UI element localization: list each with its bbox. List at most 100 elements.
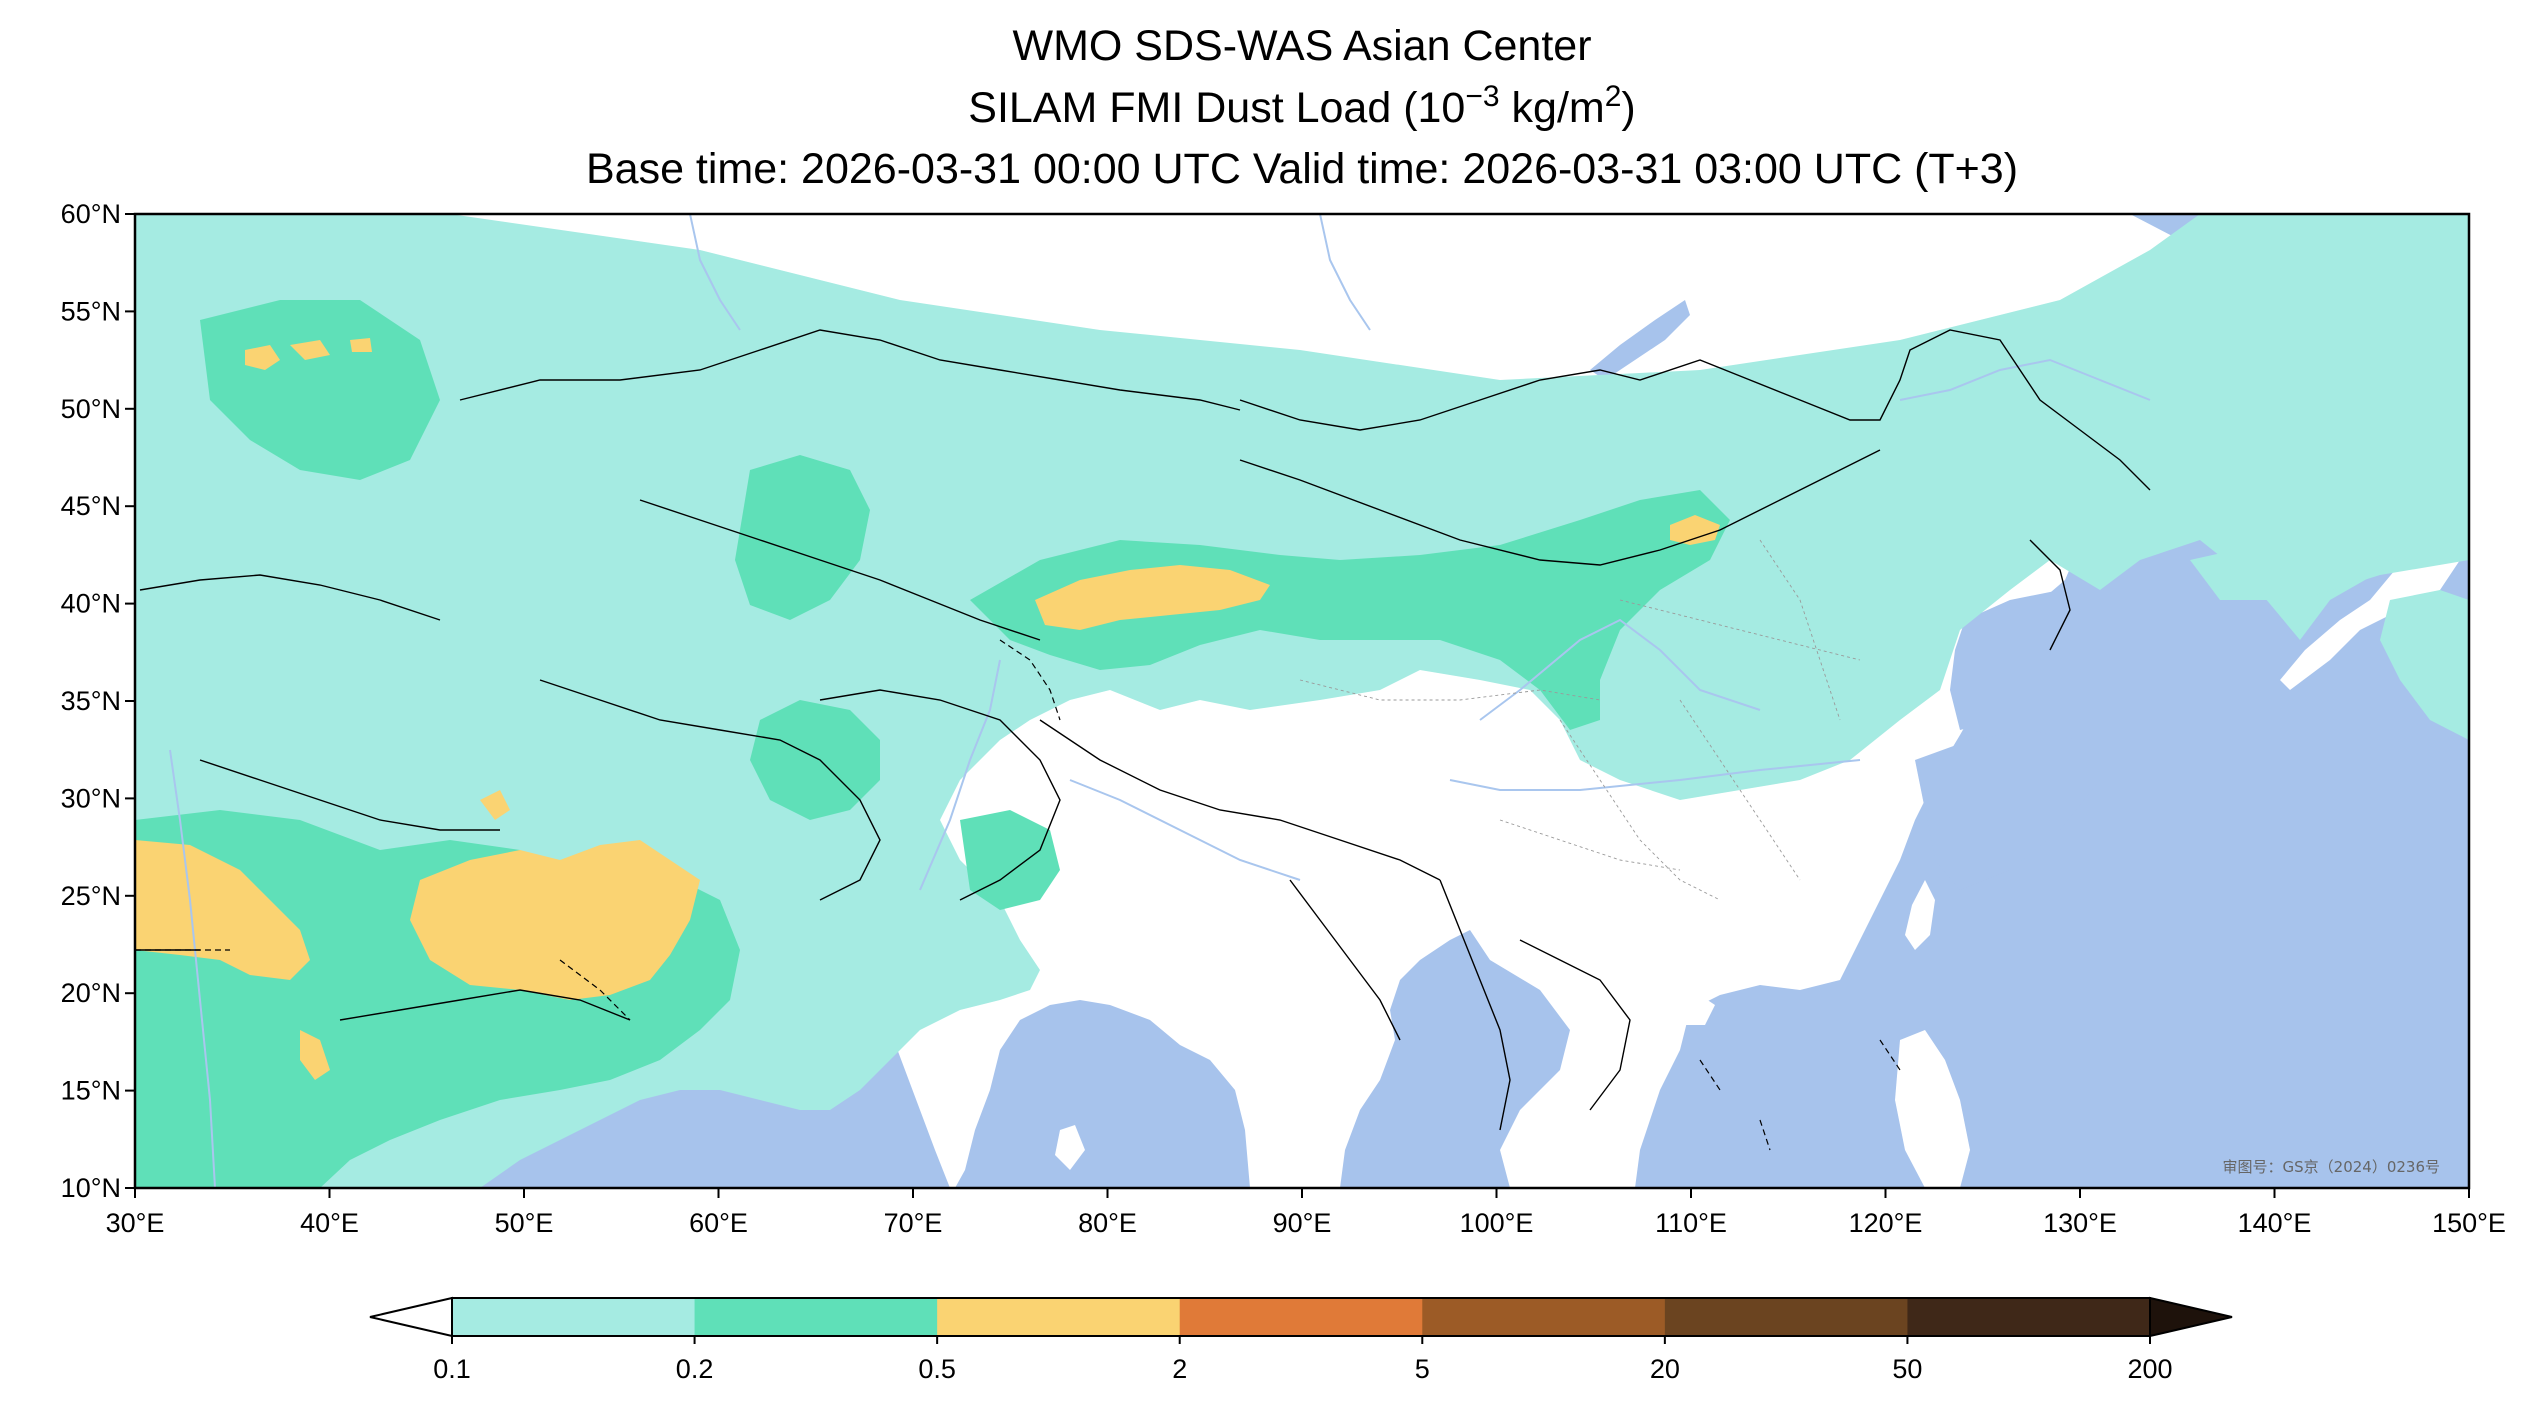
province-border-5 [1759,539,1841,721]
border-india-east [1289,879,1401,1041]
dust-area-west-arabia [135,840,310,980]
river-yangtze [1449,759,1861,791]
dust-area-iran-east [750,700,880,820]
dust-area-yemen [300,1030,330,1080]
colorbar-over-extension [2149,1296,2233,1338]
lon-tick-label: 40°E [300,1208,359,1238]
dust-area-japan-sea [2190,470,2469,600]
dashed-boundary-arabia [559,959,631,1021]
land-philippines [1895,1030,1970,1188]
river-amur [1899,358,2151,401]
lon-tick-label: 50°E [495,1208,554,1238]
lon-tick-label: 80°E [1078,1208,1137,1238]
dust-area-pak-patch [480,790,510,820]
lon-tick-label: 30°E [106,1208,165,1238]
dashed-boundary-kashmir [999,639,1061,721]
colorbar-tick-label: 20 [1650,1354,1680,1384]
province-border-4 [1619,599,1861,661]
map-panel: 审图号：GS京（2024）0236号 [135,214,2469,1188]
border-saudi-yemen [339,989,631,1021]
dust-area-russia-patch-1 [245,345,280,370]
dashed-boundary-nine-dash [1699,1039,1901,1151]
lat-tick-label: 35°N [61,686,121,716]
colorbar-segment [937,1298,1181,1336]
land-taiwan [1905,880,1935,950]
border-mongolia-south [1239,449,1881,566]
dust-area-bay-of-bengal [960,810,1060,910]
lat-tick-label: 55°N [61,296,121,326]
title-line-1: WMO SDS-WAS Asian Center [1012,22,1591,70]
lon-tick-label: 100°E [1460,1208,1534,1238]
country-borders [135,329,2151,1131]
province-borders [1299,539,1861,901]
river-ob [689,214,741,331]
title-line-2: SILAM FMI Dust Load (10−3 kg/m2) [968,80,1635,132]
province-border-3 [1679,699,1801,881]
river-ganges [1069,779,1301,881]
figure-title: WMO SDS-WAS Asian Center SILAM FMI Dust … [586,22,2018,193]
title-line-3: Base time: 2026-03-31 00:00 UTC Valid ti… [586,145,2018,193]
lat-tick-label: 10°N [61,1173,121,1203]
land-srilanka [1055,1125,1085,1170]
colorbar-tick-label: 0.1 [433,1354,471,1384]
border-arabia [199,759,500,831]
lat-tick-label: 40°N [61,589,121,619]
colorbar-segment [1907,1298,2151,1336]
province-border-6 [1499,819,1681,871]
river-yellow [1479,618,1761,721]
approval-stamp: 审图号：GS京（2024）0236号 [2223,1158,2441,1176]
border-turkey [139,574,441,621]
lat-tick-label: 15°N [61,1076,121,1106]
colorbar-tick-label: 0.5 [918,1354,956,1384]
province-border-1 [1299,679,1601,701]
dust-area-central-asia [735,455,870,620]
lon-tick-label: 120°E [1849,1208,1923,1238]
land-hainan [1680,995,1715,1025]
colorbar-segment [1664,1298,1908,1336]
dust-area-russia-patch-2 [290,340,330,360]
latitude-axis: 60°N 55°N 50°N 45°N 40°N 35°N 30°N 25°N 20°N 15°N… [61,199,135,1203]
dust-area-rub-al-khali [410,840,700,1000]
river-yenisei [1319,214,1371,331]
colorbar-tick-label: 0.2 [676,1354,714,1384]
river-indus [919,659,1001,891]
title-line-2-exponent: −3 [1465,80,1499,113]
dust-area-pacific-east [2380,590,2469,740]
lake-baikal [1590,300,1690,380]
lon-tick-label: 60°E [689,1208,748,1238]
border-myanmar-thailand [1439,879,1511,1131]
dust-area-taklimakan [1035,565,1270,630]
colorbar-tick-label: 50 [1892,1354,1922,1384]
lon-tick-label: 70°E [884,1208,943,1238]
colorbar-segment [1422,1298,1666,1336]
border-kazakhstan [459,329,1241,411]
lat-tick-label: 45°N [61,491,121,521]
colorbar-segment [694,1298,938,1336]
dust-area-taklimakan-mid [970,490,1730,730]
lon-tick-label: 90°E [1273,1208,1332,1238]
lat-tick-label: 50°N [61,394,121,424]
lon-tick-label: 130°E [2043,1208,2117,1238]
border-korea [2029,539,2071,651]
colorbar-tick-label: 5 [1415,1354,1430,1384]
title-line-2-unit: kg/m [1500,84,1605,132]
yellow-sea [1950,590,2080,730]
lon-tick-label: 150°E [2432,1208,2506,1238]
colorbar-frame [451,1297,2151,1337]
border-china-north [1239,329,2151,491]
lon-tick-label: 110°E [1655,1208,1727,1238]
colorbar-segment [1179,1298,1423,1336]
dust-area-russia-patch-3 [350,338,372,352]
province-border-2 [1559,719,1721,901]
dust-area-gobi [1670,515,1720,545]
colorbar-under-extension [369,1296,453,1338]
dashed-boundaries [135,639,1901,1151]
colorbar-tick-label: 2 [1172,1354,1187,1384]
border-indochina [1519,939,1631,1111]
title-line-2-unit-exponent: 2 [1605,80,1622,113]
lat-tick-label: 30°N [61,783,121,813]
colorbar-tick-label: 200 [2127,1354,2172,1384]
lat-tick-label: 60°N [61,199,121,229]
title-line-2-prefix: SILAM FMI Dust Load (10 [968,84,1465,132]
longitude-axis: 30°E 40°E 50°E 60°E 70°E 80°E 90°E 100°E 110°E 12… [106,1188,2506,1238]
